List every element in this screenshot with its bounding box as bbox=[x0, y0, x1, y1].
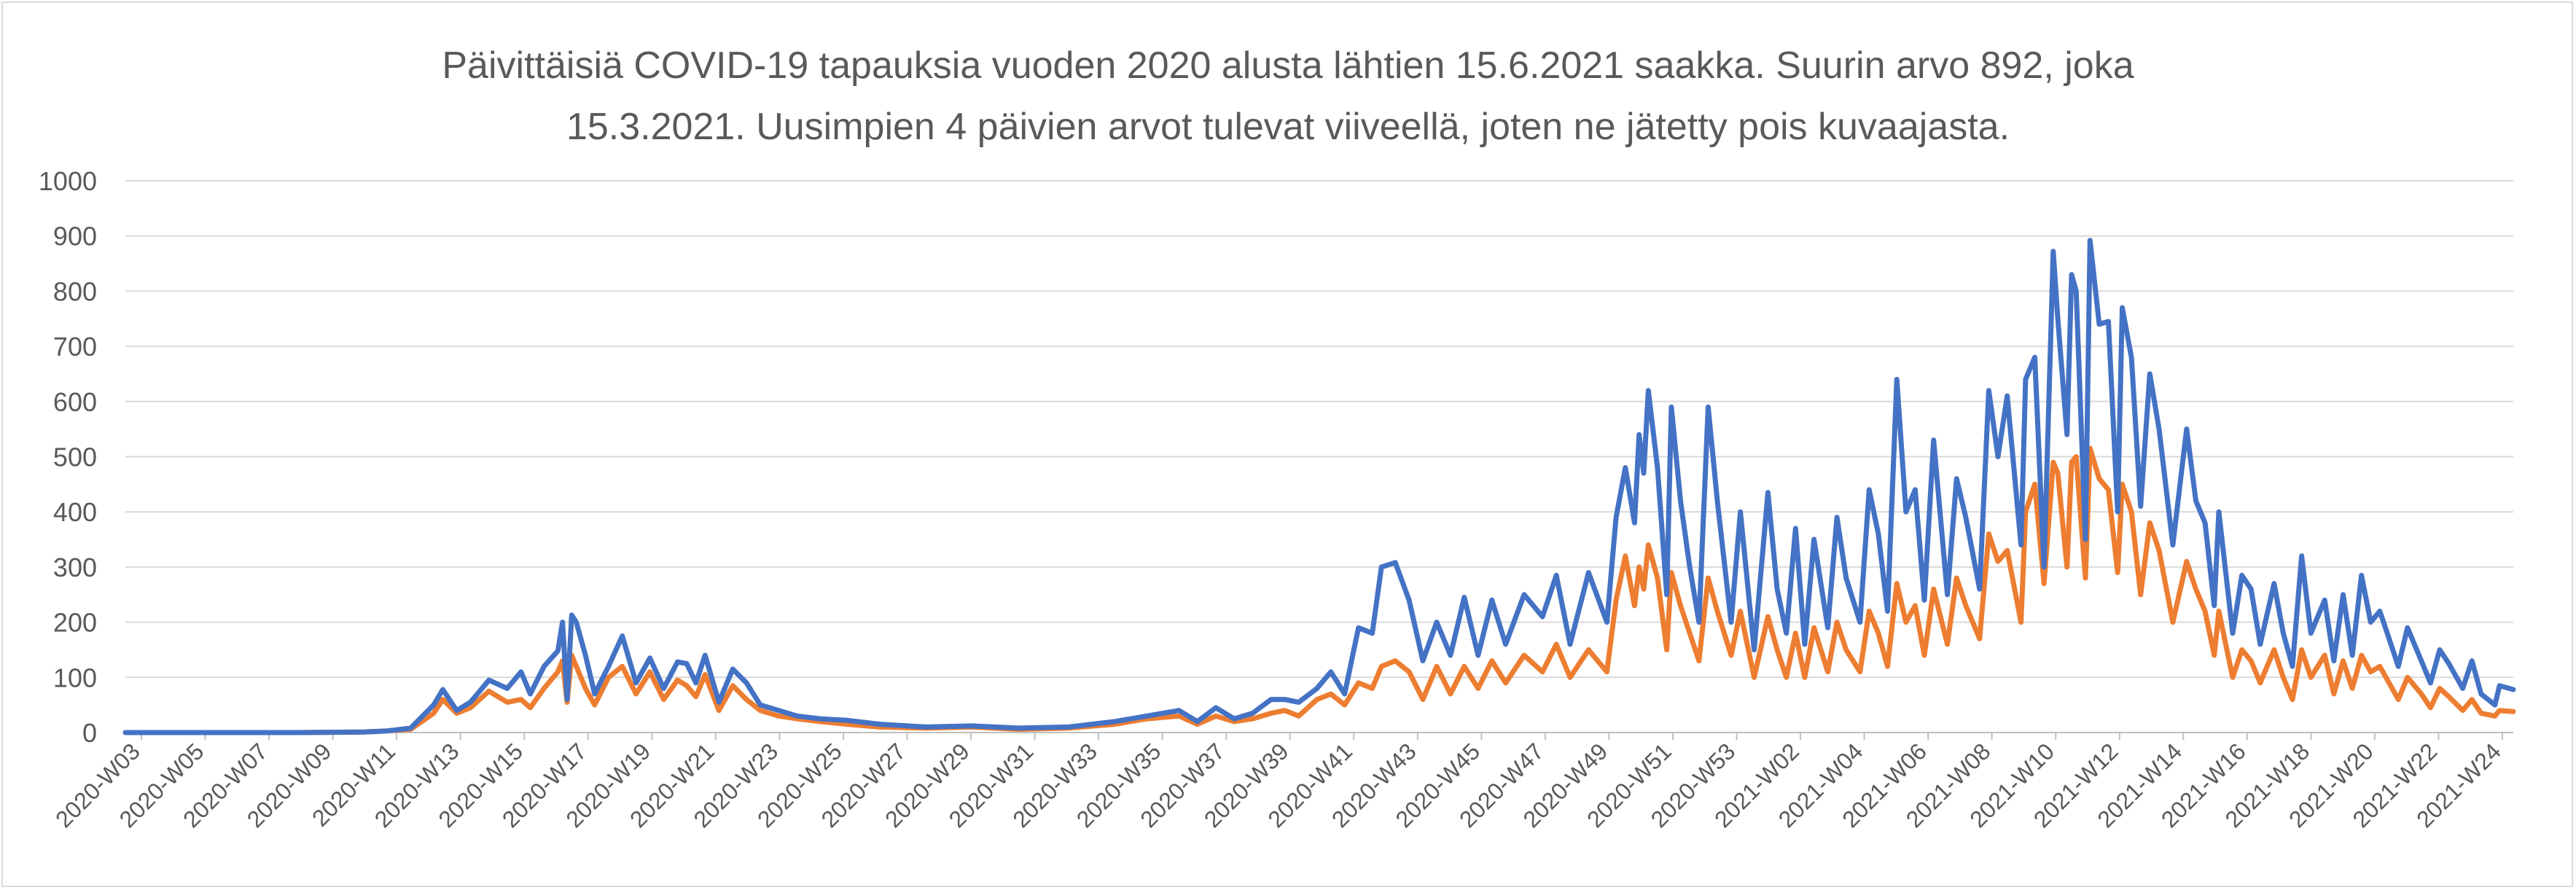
chart-title-line-1: Päivittäisiä COVID-19 tapauksia vuoden 2… bbox=[442, 44, 2134, 87]
series-line-blue bbox=[122, 238, 2516, 735]
gridlines bbox=[125, 180, 2513, 733]
series-lines bbox=[122, 238, 2516, 735]
y-tick-label: 300 bbox=[53, 553, 97, 582]
y-tick-label: 400 bbox=[53, 497, 97, 527]
y-tick-label: 0 bbox=[82, 718, 97, 748]
series-line-orange bbox=[122, 445, 2516, 735]
chart-title: Päivittäisiä COVID-19 tapauksia vuoden 2… bbox=[0, 35, 2576, 157]
y-tick-label: 200 bbox=[53, 608, 97, 638]
y-tick-label: 600 bbox=[53, 387, 97, 417]
y-tick-label: 900 bbox=[53, 222, 97, 251]
y-tick-label: 100 bbox=[53, 663, 97, 692]
chart-title-line-2: 15.3.2021. Uusimpien 4 päivien arvot tul… bbox=[566, 106, 2010, 148]
y-tick-label: 700 bbox=[53, 332, 97, 362]
y-tick-label: 800 bbox=[53, 276, 97, 306]
y-tick-label: 1000 bbox=[39, 166, 97, 196]
y-axis-labels: 0 100 200 300 400 500 600 700 800 900 1000 bbox=[39, 166, 97, 748]
x-axis-labels: 2020-W032020-W052020-W072020-W092020-W11… bbox=[50, 733, 2506, 832]
y-tick-label: 500 bbox=[53, 442, 97, 472]
